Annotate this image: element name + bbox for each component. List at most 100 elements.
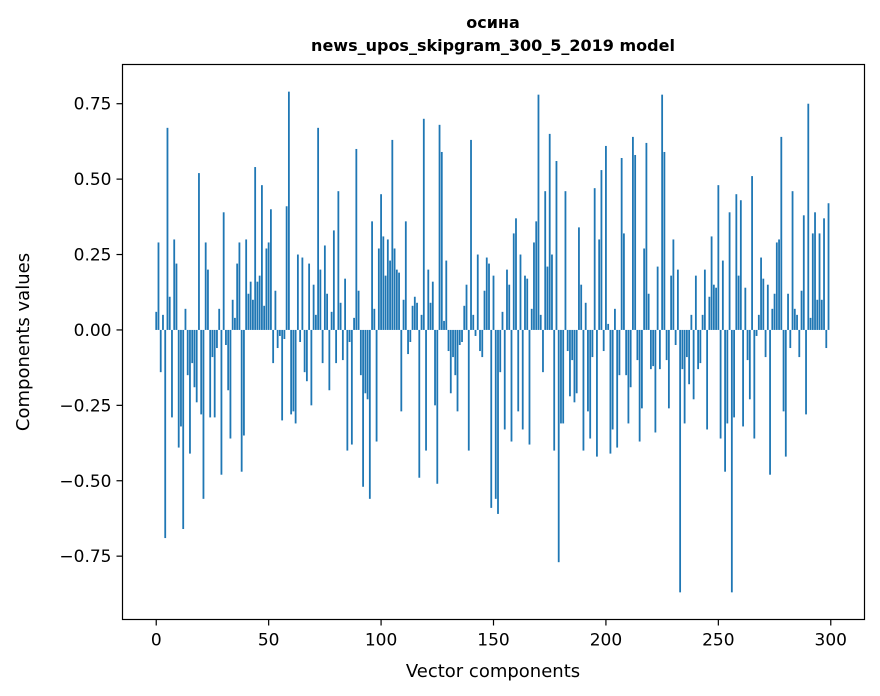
bar <box>413 296 416 330</box>
bar <box>411 305 414 330</box>
bar <box>391 139 394 330</box>
bar <box>326 293 329 330</box>
bar <box>760 257 762 330</box>
bar <box>641 329 643 409</box>
bar <box>600 170 603 330</box>
bar <box>461 329 463 342</box>
bar <box>359 329 362 376</box>
bar <box>542 329 544 373</box>
bar <box>287 91 290 330</box>
bar <box>703 269 706 330</box>
bar <box>796 314 798 330</box>
bar <box>218 308 221 330</box>
bar <box>719 329 722 439</box>
bar <box>782 329 785 412</box>
bar <box>517 329 520 412</box>
bar <box>409 329 412 342</box>
bar <box>440 151 443 330</box>
bar <box>775 242 778 330</box>
bar <box>249 281 252 330</box>
bar <box>368 329 371 499</box>
bar <box>560 329 562 424</box>
bar <box>593 188 596 330</box>
bar <box>607 323 610 330</box>
bar <box>353 317 355 330</box>
bar <box>231 299 234 330</box>
bar <box>263 305 266 330</box>
y-axis-label: Components values <box>13 253 34 431</box>
bar <box>816 299 819 330</box>
bar <box>278 329 281 336</box>
y-tick-label: 0.75 <box>74 95 112 115</box>
bar <box>429 302 432 330</box>
bar <box>818 233 821 330</box>
bar <box>328 329 331 391</box>
bar <box>481 329 484 358</box>
bar <box>739 200 742 330</box>
bar <box>166 127 169 330</box>
y-tick-label: 0.50 <box>74 170 112 190</box>
bar <box>159 329 162 373</box>
bar <box>582 329 585 451</box>
bar <box>175 263 178 330</box>
bar <box>339 302 342 330</box>
x-tick-label: 100 <box>365 631 397 651</box>
bar <box>171 329 173 418</box>
bar <box>312 284 315 330</box>
bar <box>272 329 275 364</box>
bar <box>627 329 630 424</box>
bar <box>692 329 695 400</box>
bar <box>373 308 376 330</box>
bar <box>515 218 517 330</box>
bar <box>510 329 513 442</box>
bar <box>685 329 688 358</box>
bar <box>596 329 598 457</box>
bar <box>319 269 322 330</box>
bar <box>802 215 805 330</box>
bar <box>744 287 747 330</box>
bar <box>400 329 403 412</box>
bar <box>398 272 400 330</box>
bar <box>292 329 295 412</box>
bar <box>364 329 367 394</box>
bar <box>348 329 351 342</box>
bar <box>553 329 556 451</box>
bar <box>182 329 185 530</box>
bar <box>710 236 713 330</box>
bar <box>814 212 816 330</box>
bar <box>299 329 302 342</box>
bar <box>512 233 515 330</box>
bar <box>605 145 607 330</box>
bar <box>294 329 297 424</box>
bar <box>407 329 409 355</box>
bar <box>751 176 753 330</box>
bar <box>805 329 807 415</box>
x-axis-ticks: 0 50 100 150 200 250 300 <box>151 619 847 651</box>
x-tick-label: 0 <box>151 631 162 651</box>
bar <box>652 329 655 367</box>
bar <box>771 308 774 330</box>
bar <box>238 242 241 330</box>
bar <box>724 329 726 472</box>
bar <box>458 329 461 346</box>
bar <box>449 329 452 394</box>
bar <box>501 311 504 330</box>
bar <box>670 275 673 330</box>
bar <box>609 329 612 454</box>
bar <box>647 293 650 330</box>
bar <box>281 329 284 421</box>
bar <box>589 329 592 439</box>
bar <box>404 221 407 330</box>
bar <box>452 329 454 358</box>
bar <box>321 329 324 364</box>
bar <box>663 151 666 330</box>
bar <box>389 260 391 330</box>
bar <box>222 212 225 330</box>
bar <box>809 317 812 330</box>
bar <box>766 284 769 330</box>
bar <box>503 329 506 430</box>
bar <box>672 239 675 330</box>
bar <box>267 242 270 330</box>
bar <box>562 329 565 424</box>
bar <box>265 248 268 330</box>
